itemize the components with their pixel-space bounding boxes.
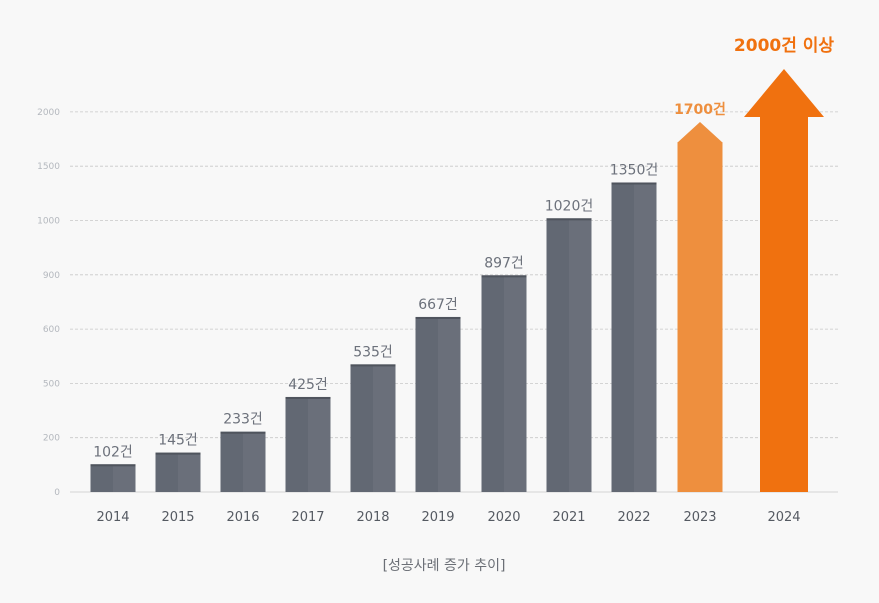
bar-2019 xyxy=(415,316,461,492)
value-label-2016: 233건 xyxy=(223,412,263,428)
x-tick-label-2015: 2015 xyxy=(161,510,194,525)
value-labels: 102건 145건 233건 425건 535건 667건 897건 1020건 1350건 17… xyxy=(93,36,834,460)
value-label-2015: 145건 xyxy=(158,433,198,449)
value-label-2021: 1020건 xyxy=(545,198,594,214)
bar-2023 xyxy=(677,122,723,492)
bar-2017 xyxy=(285,396,331,492)
value-label-2024: 2000건 이상 xyxy=(734,36,835,56)
y-tick-label: 200 xyxy=(43,434,60,444)
value-label-2018: 535건 xyxy=(353,344,393,360)
bar-2022 xyxy=(611,182,657,493)
y-tick-label: 900 xyxy=(43,271,60,281)
x-tick-label-2023: 2023 xyxy=(683,510,716,525)
bar-2024 xyxy=(744,69,824,492)
y-axis: 0 200 500 600 900 1000 1500 2000 xyxy=(37,108,60,498)
value-label-2017: 425건 xyxy=(288,377,328,393)
x-tick-label-2018: 2018 xyxy=(356,510,389,525)
value-label-2014: 102건 xyxy=(93,444,133,460)
x-tick-label-2016: 2016 xyxy=(226,510,259,525)
value-label-2019: 667건 xyxy=(418,297,458,313)
x-tick-label-2019: 2019 xyxy=(421,510,454,525)
x-axis: 2014 2015 2016 2017 2018 2019 2020 2021 2022 2023… xyxy=(96,510,800,525)
value-label-2020: 897건 xyxy=(484,255,524,271)
y-tick-label: 1500 xyxy=(37,162,60,172)
x-tick-label-2021: 2021 xyxy=(552,510,585,525)
y-tick-label: 500 xyxy=(43,379,60,389)
bars xyxy=(90,69,824,493)
bar-2016 xyxy=(220,431,266,492)
y-tick-label: 0 xyxy=(54,488,60,498)
bar-2015 xyxy=(155,452,201,492)
bar-2020 xyxy=(481,275,527,492)
bar-2021 xyxy=(546,218,592,492)
chart-caption: [성공사례 증가 추이] xyxy=(383,558,506,574)
x-tick-label-2017: 2017 xyxy=(291,510,324,525)
bar-2014 xyxy=(90,464,136,492)
x-tick-label-2022: 2022 xyxy=(617,510,650,525)
x-tick-label-2020: 2020 xyxy=(487,510,520,525)
x-tick-label-2014: 2014 xyxy=(96,510,129,525)
y-tick-label: 1000 xyxy=(37,217,60,227)
x-tick-label-2024: 2024 xyxy=(767,510,800,525)
y-tick-label: 2000 xyxy=(37,108,60,118)
y-tick-label: 600 xyxy=(43,325,60,335)
value-label-2023: 1700건 xyxy=(674,101,726,118)
bar-2018 xyxy=(350,364,396,492)
value-label-2022: 1350건 xyxy=(610,162,659,178)
